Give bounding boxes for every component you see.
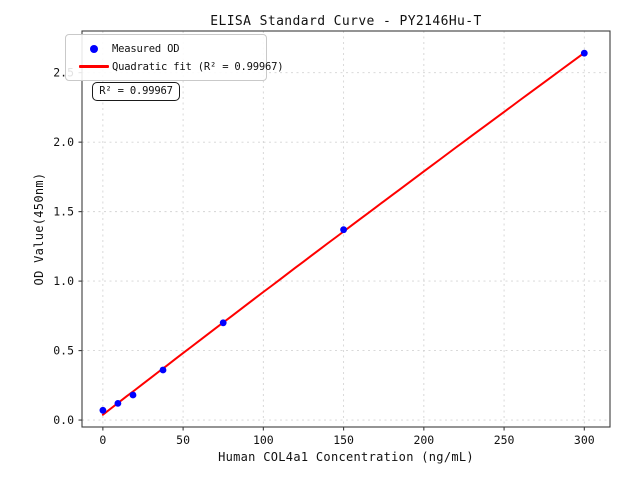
x-tick-label: 0 bbox=[99, 433, 106, 447]
y-tick-label: 2.0 bbox=[53, 135, 74, 149]
x-tick-label: 50 bbox=[176, 433, 190, 447]
legend: Measured OD Quadratic fit (R² = 0.99967) bbox=[65, 34, 284, 81]
data-point-marker bbox=[99, 406, 107, 414]
x-tick-label: 300 bbox=[574, 433, 595, 447]
axes-spines bbox=[81, 30, 611, 428]
fit-line-icon bbox=[79, 65, 109, 68]
legend-label-quadratic-fit: Quadratic fit (R² = 0.99967) bbox=[112, 60, 284, 73]
legend-swatch-cell bbox=[76, 44, 112, 53]
legend-entry-quadratic-fit: Quadratic fit (R² = 0.99967) bbox=[76, 59, 284, 74]
y-tick-label: 0.0 bbox=[53, 413, 74, 427]
y-tick-label: 1.0 bbox=[53, 274, 74, 288]
data-point-marker bbox=[114, 400, 122, 407]
y-tick-label: 1.5 bbox=[53, 205, 74, 219]
r-squared-annotation: R² = 0.99967 bbox=[92, 82, 180, 101]
data-point-marker bbox=[580, 49, 588, 57]
chart-title: ELISA Standard Curve - PY2146Hu-T bbox=[210, 14, 482, 29]
x-tick-label: 100 bbox=[253, 433, 274, 447]
data-point-marker bbox=[129, 391, 137, 399]
x-tick-label: 150 bbox=[333, 433, 354, 447]
data-point-marker bbox=[219, 319, 227, 327]
y-tick-label: 0.5 bbox=[53, 344, 74, 358]
x-tick-label: 200 bbox=[413, 433, 434, 447]
x-tick-label: 250 bbox=[494, 433, 515, 447]
data-point-marker bbox=[340, 226, 347, 234]
x-axis-label: Human COL4a1 Concentration (ng/mL) bbox=[218, 450, 474, 464]
quadratic-fit-line bbox=[101, 51, 586, 416]
data-point-marker bbox=[159, 366, 167, 374]
legend-swatch-cell bbox=[76, 65, 112, 68]
scatter-marker-icon bbox=[90, 44, 98, 53]
legend-label-measured-od: Measured OD bbox=[112, 42, 180, 55]
legend-entry-measured-od: Measured OD bbox=[76, 41, 258, 56]
